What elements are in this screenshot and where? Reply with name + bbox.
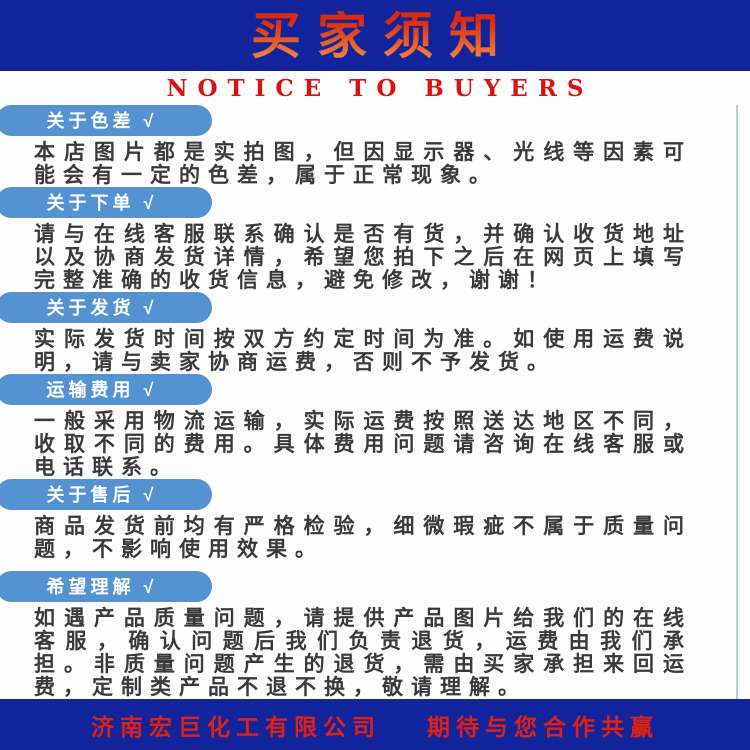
section-text-color-difference: 本店图片都是实拍图，但因显示器、光线等因素可能会有一定的色差，属于正常现象。 xyxy=(34,141,692,187)
section-color-difference: 关于色差 √ 本店图片都是实拍图，但因显示器、光线等因素可能会有一定的色差，属于… xyxy=(0,105,736,187)
section-after-sales: 关于售后 √ 商品发货前均有严格检验，细微瑕疵不属于质量问题，不影响使用效果。 xyxy=(0,479,736,561)
section-text-ordering: 请与在线客服联系确认是否有货，并确认收货地址以及协商发货详情，希望您拍下之后在网… xyxy=(34,223,692,292)
section-text-shipping: 实际发货时间按双方约定时间为准。如使用运费说明，请与卖家协商运费，否则不予发货。 xyxy=(34,328,692,374)
section-label-ordering: 关于下单 √ xyxy=(0,187,212,218)
footer-banner: 济南宏巨化工有限公司 期待与您合作共赢 xyxy=(0,699,750,750)
subtitle-row: NOTICE TO BUYERS xyxy=(0,71,750,105)
section-label-color-difference: 关于色差 √ xyxy=(0,105,212,136)
section-freight-cost: 运输费用 √ 一般采用物流运输，实际运费按照送达地区不同，收取不同的费用。具体费… xyxy=(0,374,736,479)
section-text-freight-cost: 一般采用物流运输，实际运费按照送达地区不同，收取不同的费用。具体费用问题请咨询在… xyxy=(34,410,692,479)
section-label-shipping: 关于发货 √ xyxy=(0,292,212,323)
page-subtitle: NOTICE TO BUYERS xyxy=(166,74,594,102)
section-label-understanding: 希望理解 √ xyxy=(0,571,212,602)
section-label-after-sales: 关于售后 √ xyxy=(0,479,212,510)
notice-sections: 关于色差 √ 本店图片都是实拍图，但因显示器、光线等因素可能会有一定的色差，属于… xyxy=(0,105,738,699)
section-understanding: 希望理解 √ 如遇产品质量问题，请提供产品图片给我们的在线客服，确认问题后我们负… xyxy=(0,571,736,699)
footer-slogan: 期待与您合作共赢 xyxy=(427,713,659,740)
company-name: 济南宏巨化工有限公司 xyxy=(91,713,381,740)
section-ordering: 关于下单 √ 请与在线客服联系确认是否有货，并确认收货地址以及协商发货详情，希望… xyxy=(0,187,736,292)
section-text-after-sales: 商品发货前均有严格检验，细微瑕疵不属于质量问题，不影响使用效果。 xyxy=(34,515,692,561)
section-shipping: 关于发货 √ 实际发货时间按双方约定时间为准。如使用运费说明，请与卖家协商运费，… xyxy=(0,292,736,374)
section-label-freight-cost: 运输费用 √ xyxy=(0,374,212,405)
section-text-understanding: 如遇产品质量问题，请提供产品图片给我们的在线客服，确认问题后我们负责退货，运费由… xyxy=(34,607,692,699)
page-title: 买家须知 xyxy=(235,10,515,61)
header-banner: 买家须知 xyxy=(0,0,750,71)
